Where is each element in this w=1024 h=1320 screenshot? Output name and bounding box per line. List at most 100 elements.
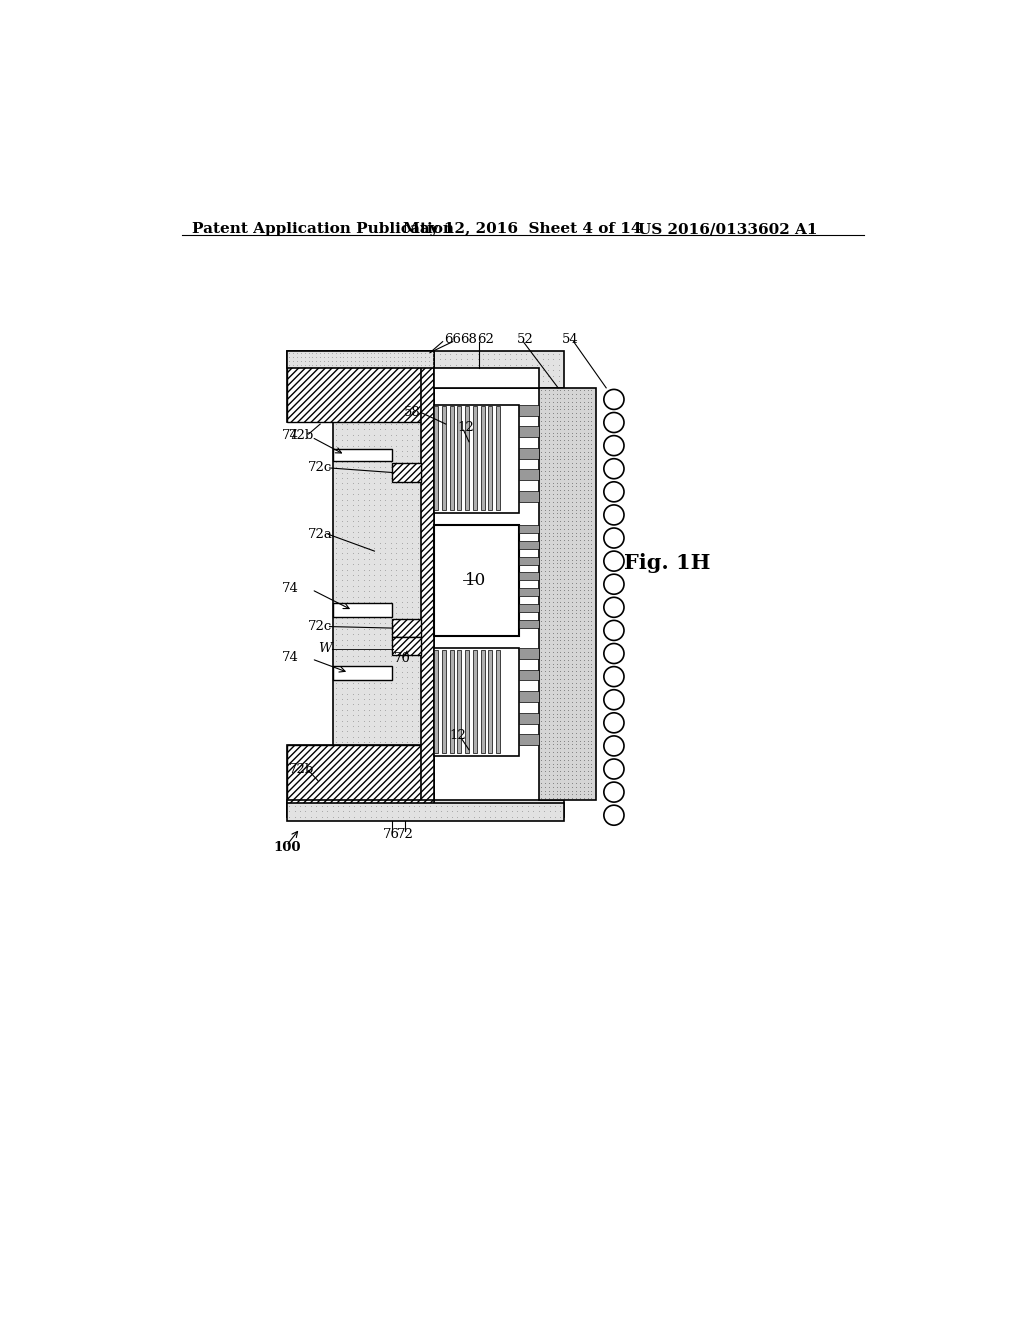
Text: 74: 74 — [282, 582, 299, 594]
Text: 70: 70 — [394, 652, 411, 665]
Text: W: W — [317, 643, 332, 656]
Text: US 2016/0133602 A1: US 2016/0133602 A1 — [638, 222, 817, 236]
Text: 62: 62 — [477, 333, 494, 346]
Text: 52: 52 — [517, 333, 534, 346]
Bar — [391, 619, 421, 638]
Bar — [434, 648, 519, 756]
Bar — [519, 405, 539, 416]
Bar — [434, 525, 519, 636]
Circle shape — [604, 759, 624, 779]
Circle shape — [604, 805, 624, 825]
Text: 76: 76 — [383, 828, 400, 841]
Circle shape — [604, 781, 624, 803]
Circle shape — [604, 552, 624, 572]
Circle shape — [604, 620, 624, 640]
Bar — [473, 649, 477, 752]
Bar — [421, 351, 434, 817]
Text: 58: 58 — [403, 407, 420, 418]
Text: 72c: 72c — [308, 462, 332, 474]
Bar — [519, 620, 539, 628]
Circle shape — [604, 667, 624, 686]
Text: 72b: 72b — [289, 429, 314, 442]
Bar — [287, 803, 564, 821]
Bar — [287, 800, 434, 817]
Bar — [519, 573, 539, 581]
Circle shape — [604, 598, 624, 618]
Bar — [465, 407, 469, 510]
Circle shape — [604, 506, 624, 525]
Bar — [450, 407, 454, 510]
Bar — [519, 525, 539, 533]
Bar — [434, 405, 519, 512]
Bar — [442, 649, 445, 752]
Circle shape — [604, 436, 624, 455]
Circle shape — [604, 482, 624, 502]
Bar — [334, 449, 391, 461]
Bar — [496, 407, 500, 510]
Bar — [519, 491, 539, 502]
Bar — [450, 649, 454, 752]
Bar — [519, 605, 539, 612]
Bar — [519, 734, 539, 744]
Text: 74: 74 — [282, 651, 299, 664]
Circle shape — [604, 574, 624, 594]
Bar — [334, 351, 434, 817]
Text: 68: 68 — [460, 333, 476, 346]
Bar — [287, 351, 421, 422]
Text: Fig. 1H: Fig. 1H — [624, 553, 711, 573]
Bar — [519, 648, 539, 659]
Text: 10: 10 — [465, 572, 486, 589]
Bar — [519, 557, 539, 565]
Bar — [519, 541, 539, 549]
Text: 72c: 72c — [308, 620, 332, 634]
Bar — [287, 744, 421, 817]
Text: 72: 72 — [397, 828, 414, 841]
Bar — [334, 603, 391, 618]
Bar — [287, 744, 434, 817]
Bar — [519, 692, 539, 702]
Circle shape — [604, 528, 624, 548]
Bar — [519, 447, 539, 459]
Text: 12: 12 — [450, 730, 466, 742]
Bar — [434, 649, 438, 752]
Bar — [434, 368, 539, 388]
Bar — [480, 407, 484, 510]
Text: 54: 54 — [562, 333, 579, 346]
Bar — [480, 649, 484, 752]
Bar — [391, 462, 421, 482]
Bar — [287, 351, 434, 422]
Text: 12: 12 — [458, 421, 474, 434]
Circle shape — [604, 459, 624, 479]
Bar — [519, 713, 539, 723]
Text: Patent Application Publication: Patent Application Publication — [193, 222, 455, 236]
Bar — [434, 407, 438, 510]
Circle shape — [604, 737, 624, 756]
Bar — [519, 426, 539, 437]
Bar — [442, 407, 445, 510]
Text: 72b: 72b — [289, 763, 314, 776]
Bar — [519, 470, 539, 480]
Bar — [334, 665, 391, 680]
Bar — [473, 407, 477, 510]
Text: 74: 74 — [282, 429, 299, 442]
Bar — [488, 649, 493, 752]
Circle shape — [604, 389, 624, 409]
Bar — [465, 649, 469, 752]
Bar — [391, 638, 421, 655]
Circle shape — [604, 689, 624, 710]
Circle shape — [604, 713, 624, 733]
Circle shape — [604, 412, 624, 433]
Bar — [488, 407, 493, 510]
Bar — [287, 351, 434, 368]
Bar — [334, 800, 564, 817]
Text: 100: 100 — [273, 841, 301, 854]
Text: May 12, 2016  Sheet 4 of 14: May 12, 2016 Sheet 4 of 14 — [403, 222, 642, 236]
Text: 72a: 72a — [308, 528, 333, 541]
Text: 66: 66 — [444, 333, 461, 346]
Bar — [519, 669, 539, 681]
Bar — [334, 351, 564, 388]
Bar — [458, 407, 461, 510]
Bar — [458, 649, 461, 752]
Bar — [539, 388, 596, 800]
Bar — [519, 589, 539, 597]
